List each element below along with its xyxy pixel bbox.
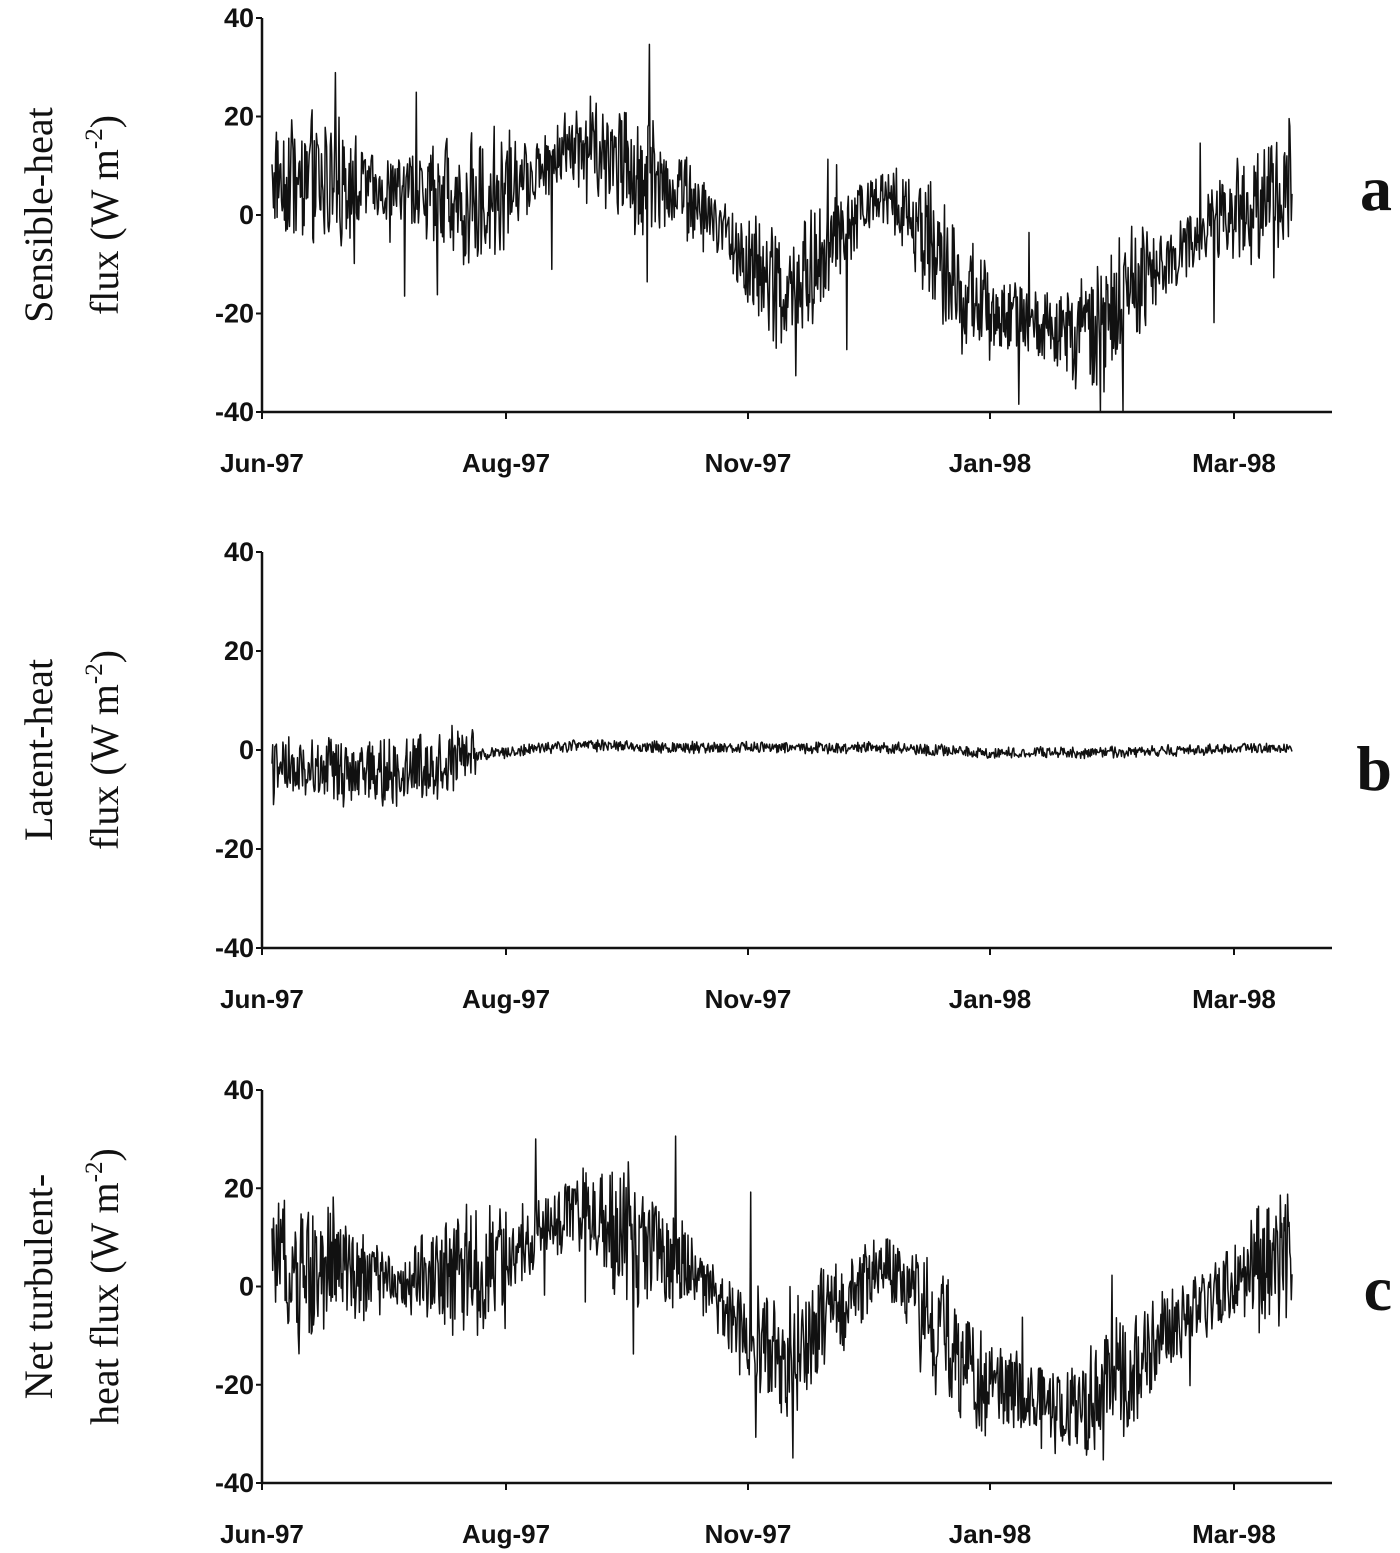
x-tick-label: Mar-98	[1192, 1519, 1276, 1549]
y-axis-label-text: flux (W m	[82, 149, 127, 315]
y-tick-label: 40	[224, 3, 254, 33]
panel-letter: b	[1356, 733, 1392, 804]
y-tick-label: 20	[224, 102, 254, 132]
y-tick-label: 20	[224, 1173, 254, 1203]
y-tick-label: -40	[215, 933, 254, 963]
y-axis-label-close: )	[82, 1148, 127, 1161]
y-axis-label-superscript: -2	[81, 1161, 108, 1182]
y-tick-label: -20	[215, 1370, 254, 1400]
chart-panel-b: 40 20 0 -20 -40 Jun-97 Aug-97 Nov-97 Jan-98 Mar-9…	[16, 537, 1392, 1014]
x-tick-label: Mar-98	[1192, 448, 1276, 478]
x-tick-label: Jun-97	[220, 1519, 304, 1549]
y-axis-label-line2: heat flux (W m-2)	[81, 1148, 127, 1425]
y-axis-label-close: )	[82, 115, 127, 128]
panel-letter: a	[1360, 153, 1392, 224]
x-tick-label: Nov-97	[705, 448, 792, 478]
x-tick-label: Nov-97	[705, 1519, 792, 1549]
y-tick-label: -40	[215, 1468, 254, 1498]
y-tick-label: 20	[224, 636, 254, 666]
x-tick-label: Jan-98	[949, 984, 1031, 1014]
y-tick-label: 40	[224, 537, 254, 567]
x-tick-label: Aug-97	[462, 448, 550, 478]
y-axis-label-superscript: -2	[81, 128, 108, 149]
x-tick-label: Jan-98	[949, 448, 1031, 478]
x-tick-label: Mar-98	[1192, 984, 1276, 1014]
x-tick-label: Aug-97	[462, 1519, 550, 1549]
y-axis-label-line1: Net turbulent-	[16, 1174, 61, 1400]
chart-panel-c: 40 20 0 -20 -40 Jun-97 Aug-97 Nov-97 Jan-98 Mar-9…	[16, 1075, 1392, 1549]
y-axis-label-close: )	[82, 650, 127, 663]
data-series-line	[271, 724, 1293, 808]
x-tick-label: Nov-97	[705, 984, 792, 1014]
y-tick-label: 0	[239, 1272, 254, 1302]
y-tick-label: 0	[239, 735, 254, 765]
y-axis-label-line1: Sensible-heat	[16, 107, 61, 323]
y-axis-label-text: flux (W m	[82, 684, 127, 850]
y-axis-label-line2: flux (W m-2)	[81, 115, 127, 315]
y-tick-label: 40	[224, 1075, 254, 1105]
panel-letter: c	[1364, 1253, 1392, 1324]
y-axis-label-line2: flux (W m-2)	[81, 650, 127, 850]
y-tick-label: -40	[215, 397, 254, 427]
y-tick-label: -20	[215, 299, 254, 329]
y-axis-label-superscript: -2	[81, 663, 108, 684]
data-series-line	[271, 43, 1293, 413]
chart-panel-a: 40 20 0 -20 -40 Jun-97 Aug-97 Nov-97 Jan-98 Mar-9…	[16, 3, 1392, 478]
y-tick-label: 0	[239, 200, 254, 230]
x-tick-label: Aug-97	[462, 984, 550, 1014]
y-axis-label-line1: Latent-heat	[16, 659, 61, 841]
y-axis-label-text: heat flux (W m	[82, 1182, 127, 1425]
x-tick-label: Jun-97	[220, 984, 304, 1014]
x-tick-label: Jun-97	[220, 448, 304, 478]
x-tick-label: Jan-98	[949, 1519, 1031, 1549]
data-series-line	[271, 1135, 1293, 1461]
y-tick-label: -20	[215, 834, 254, 864]
